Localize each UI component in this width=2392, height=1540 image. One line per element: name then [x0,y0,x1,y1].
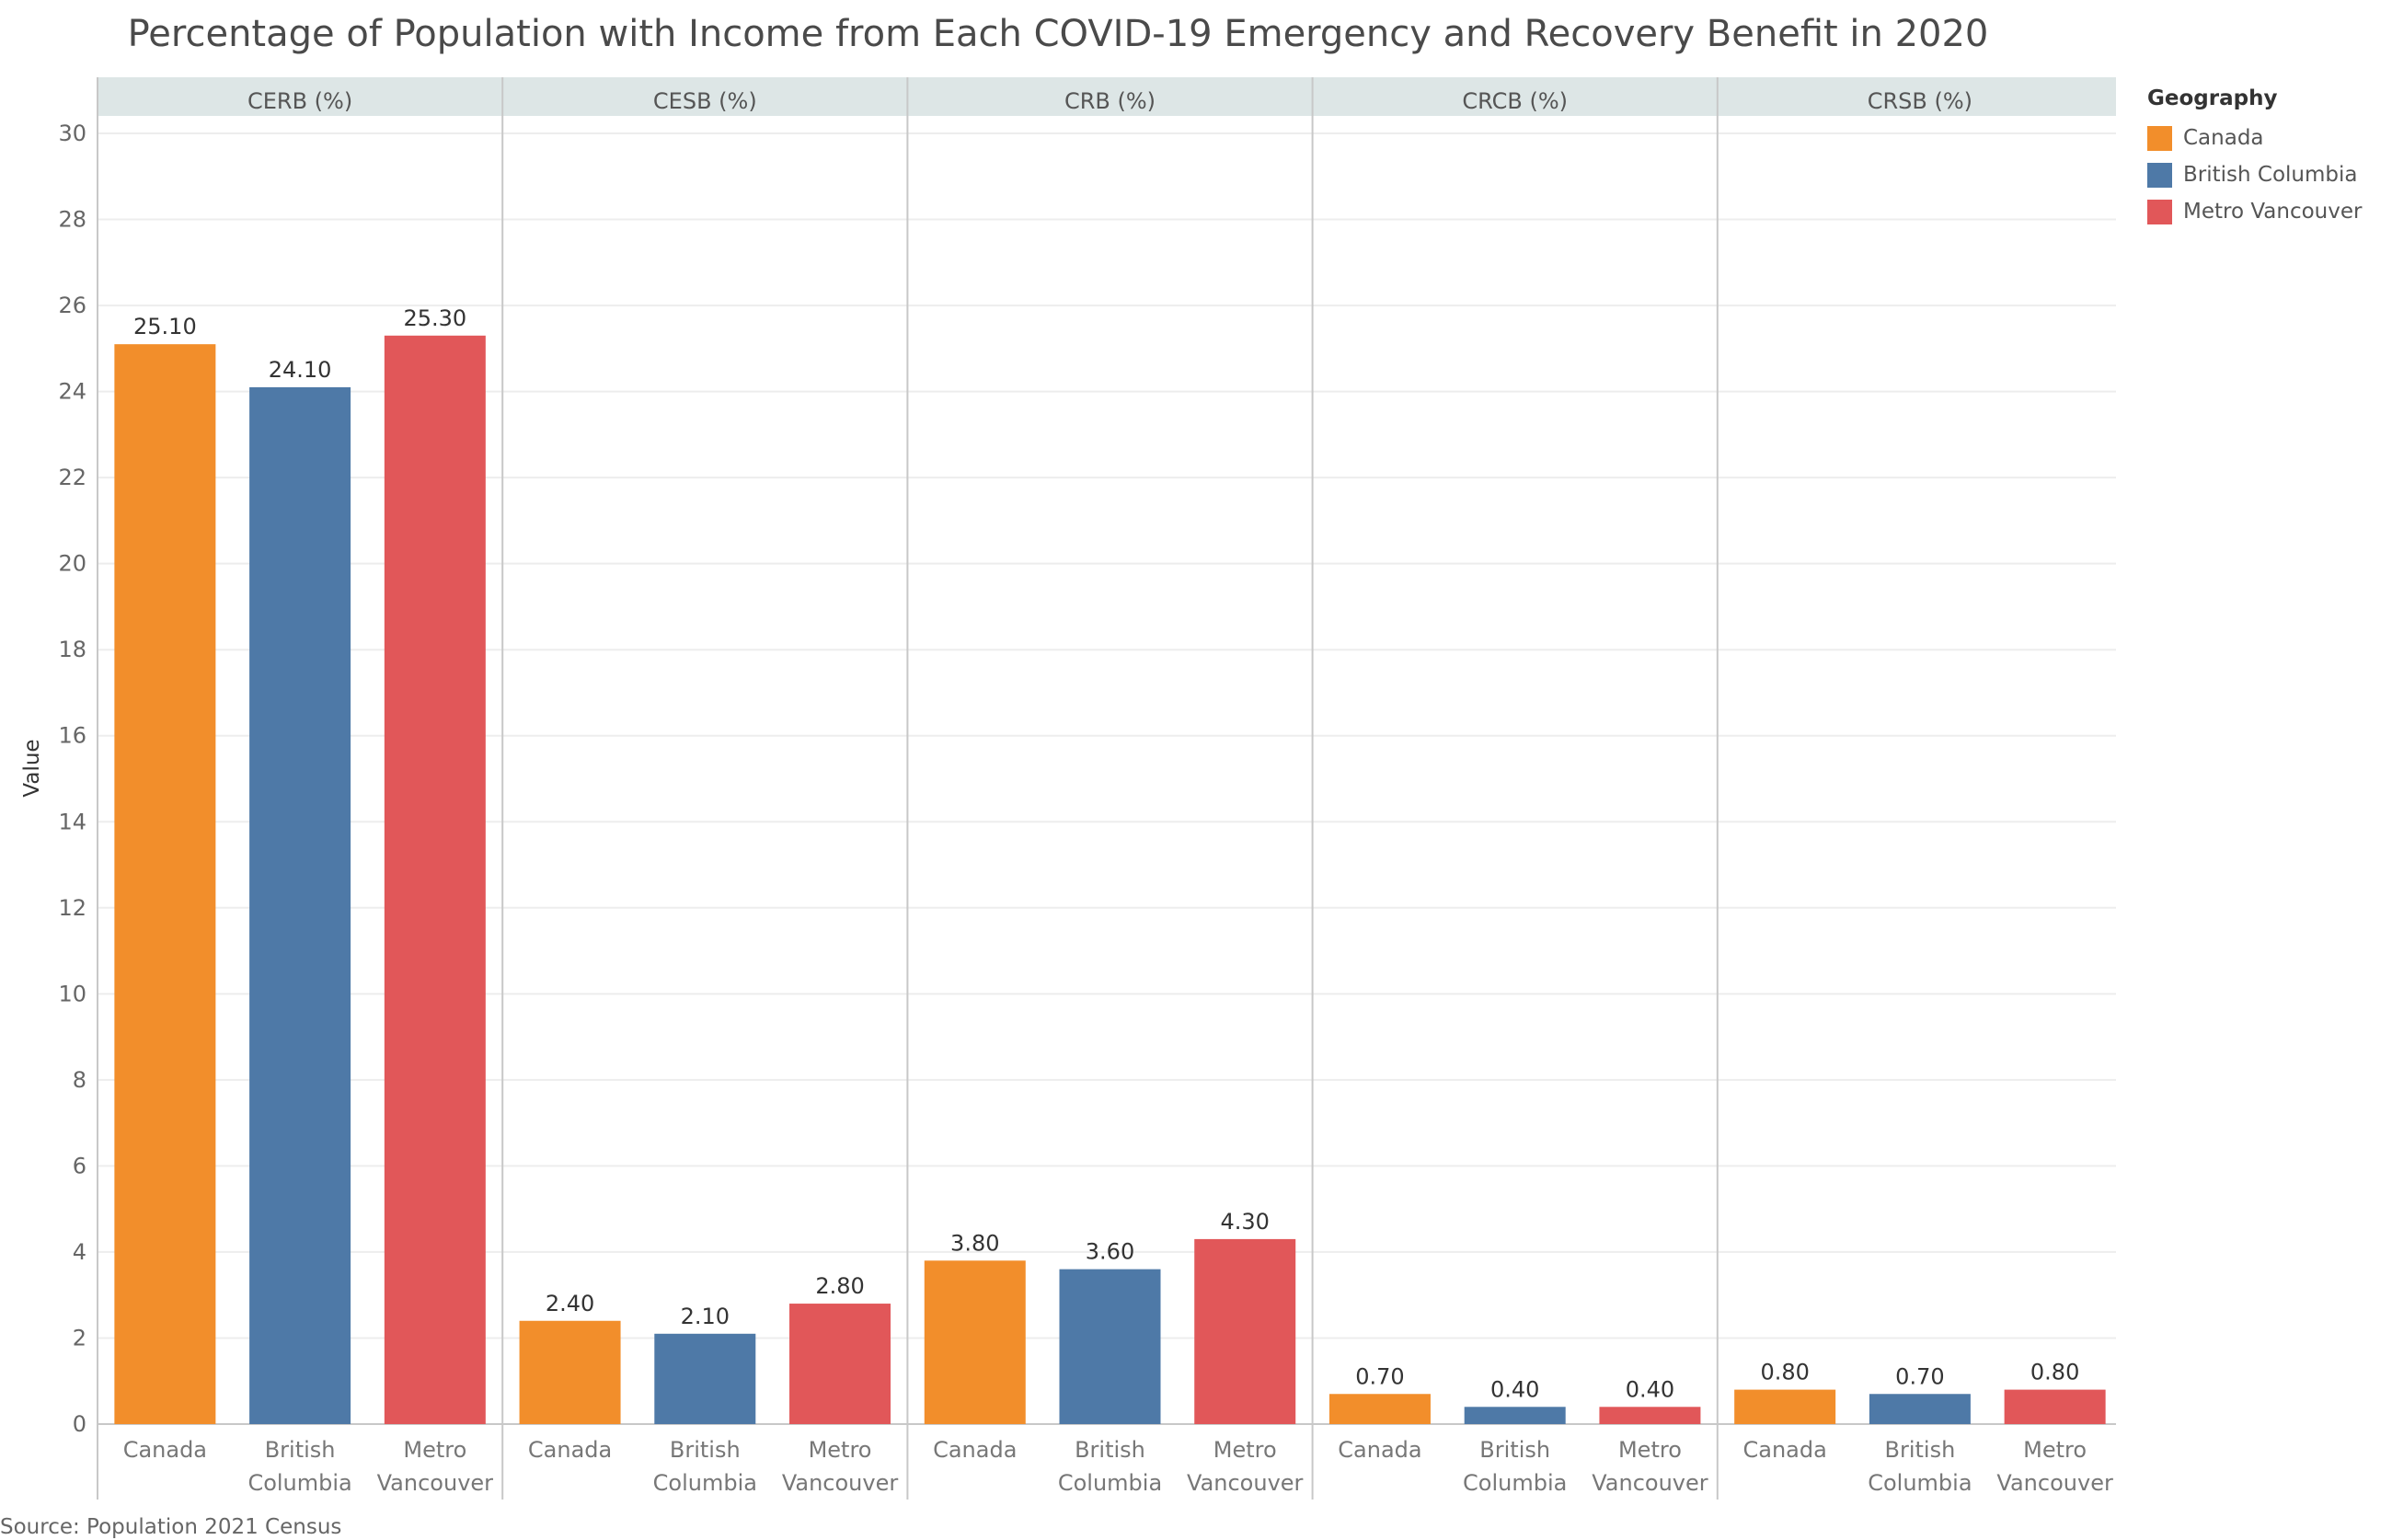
source-note: Source: Population 2021 Census [0,1515,342,1539]
x-tick-label: British [670,1437,741,1463]
chart-title: Percentage of Population with Income fro… [127,13,1989,55]
y-tick-label: 0 [73,1411,86,1437]
x-tick-label: Columbia [1058,1470,1162,1496]
legend-swatch [2147,162,2172,188]
data-label: 25.10 [133,314,197,339]
x-tick-label: British [1479,1437,1550,1463]
bar [1464,1407,1566,1424]
bar [1869,1394,1971,1424]
bar [2004,1389,2106,1424]
x-tick-label: Vancouver [782,1470,899,1496]
x-tick-label: Metro [2023,1437,2087,1463]
bar [384,335,486,1424]
x-tick-label: Vancouver [1592,1470,1708,1496]
x-tick-label: British [265,1437,336,1463]
y-tick-label: 4 [73,1239,86,1265]
y-tick-label: 26 [58,293,86,318]
legend-label: Canada [2183,126,2264,150]
data-label: 2.40 [546,1291,594,1316]
bar [519,1320,621,1424]
legend: Geography Canada British Columbia Metro … [2147,86,2362,230]
legend-label: Metro Vancouver [2183,200,2363,224]
bar [1059,1269,1161,1424]
x-tick-label: British [1075,1437,1145,1463]
legend-swatch [2147,199,2172,224]
x-tick-label: Vancouver [1187,1470,1304,1496]
legend-swatch [2147,125,2172,151]
x-tick-label: Metro [1618,1437,1682,1463]
y-tick-label: 10 [58,981,86,1006]
y-tick-label: 2 [73,1325,86,1350]
panel-header: CRSB (%) [1868,88,1972,114]
x-tick-label: Canada [1743,1437,1827,1463]
y-tick-label: 8 [73,1067,86,1093]
panel-header: CRB (%) [1064,88,1156,114]
x-tick-label: Metro [1213,1437,1277,1463]
panel-header: CESB (%) [653,88,757,114]
bar [789,1304,891,1424]
y-tick-label: 18 [58,637,86,662]
legend-item-metro-vancouver[interactable]: Metro Vancouver [2147,193,2362,230]
y-tick-label: 12 [58,895,86,921]
bar [1328,1394,1431,1424]
x-tick-label: Canada [1338,1437,1421,1463]
y-tick-label: 24 [58,379,86,405]
x-tick-label: Metro [403,1437,466,1463]
bar [1734,1389,1836,1424]
panel-header: CERB (%) [247,88,352,114]
x-tick-label: Columbia [1868,1470,1972,1496]
y-tick-label: 16 [58,723,86,749]
data-label: 2.80 [815,1273,864,1299]
bar [654,1333,756,1424]
x-tick-label: Vancouver [1996,1470,2113,1496]
x-tick-label: Columbia [247,1470,351,1496]
data-label: 3.80 [950,1230,999,1256]
data-label: 24.10 [269,357,332,383]
data-label: 25.30 [403,305,466,331]
x-tick-label: Canada [528,1437,612,1463]
x-tick-label: Vancouver [377,1470,494,1496]
bar [1194,1238,1296,1424]
legend-item-canada[interactable]: Canada [2147,120,2362,156]
y-tick-label: 28 [58,207,86,233]
bar [924,1260,1026,1424]
data-label: 3.60 [1086,1239,1134,1265]
x-tick-label: British [1885,1437,1956,1463]
bar [114,344,216,1424]
data-label: 0.40 [1626,1376,1674,1402]
data-label: 0.40 [1490,1376,1539,1402]
y-axis-label: Value [20,739,44,797]
y-tick-label: 30 [58,121,86,146]
bar [1599,1407,1701,1424]
data-label: 2.10 [681,1304,730,1329]
panel-header: CRCB (%) [1462,88,1568,114]
x-tick-label: Canada [123,1437,207,1463]
y-tick-label: 22 [58,465,86,490]
legend-item-british-columbia[interactable]: British Columbia [2147,156,2362,193]
data-label: 0.70 [1895,1363,1944,1389]
panel-header-band [98,77,2116,116]
bar [249,386,351,1424]
y-tick-label: 20 [58,551,86,577]
x-tick-label: Columbia [653,1470,757,1496]
data-label: 4.30 [1221,1209,1270,1235]
x-tick-label: Columbia [1463,1470,1567,1496]
x-tick-label: Metro [809,1437,872,1463]
y-tick-label: 14 [58,809,86,834]
data-label: 0.70 [1355,1363,1404,1389]
x-tick-label: Canada [933,1437,1017,1463]
legend-title: Geography [2147,86,2278,110]
y-tick-label: 6 [73,1153,86,1178]
data-label: 0.80 [1760,1360,1809,1385]
legend-label: British Columbia [2183,163,2358,187]
data-label: 0.80 [2030,1360,2079,1385]
